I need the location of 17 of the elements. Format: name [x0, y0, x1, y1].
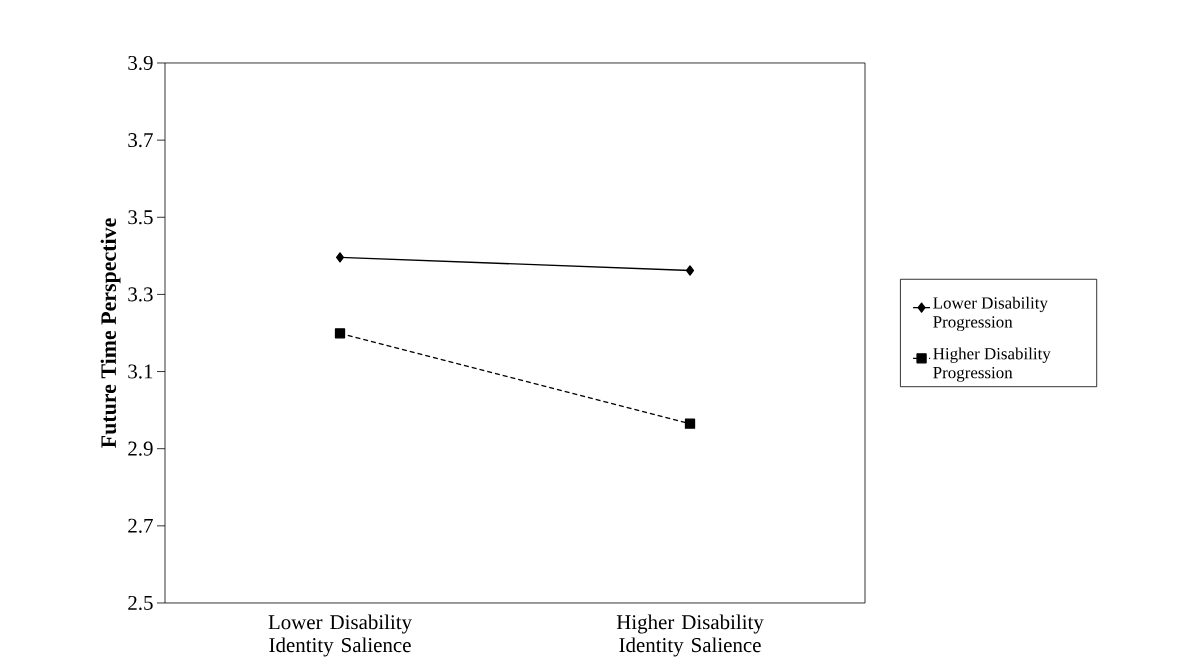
point [335, 252, 345, 263]
point [685, 265, 695, 276]
point [334, 328, 346, 339]
y-tick-label: 2.7 [128, 518, 153, 533]
x-tick-label: Lower Disability Identity Salience [268, 614, 412, 657]
y-tick-label: 3.7 [128, 133, 153, 148]
y-tick-label: 3.5 [128, 210, 153, 225]
y-tick-label: 2.9 [128, 441, 153, 456]
y-tick-label: 2.5 [128, 595, 153, 611]
y-tick-label: 3.3 [128, 287, 153, 302]
x-tick-label: Higher Disability Identity Salience [616, 614, 764, 657]
y-tick-label: 3.9 [128, 55, 153, 71]
y-axis-title: Future Time Perspective [100, 218, 121, 448]
point [684, 418, 696, 429]
legend-label: Higher Disability Progression [933, 347, 1051, 382]
y-tick-label: 3.1 [128, 364, 153, 379]
legend-label: Lower Disability Progression [933, 296, 1048, 332]
